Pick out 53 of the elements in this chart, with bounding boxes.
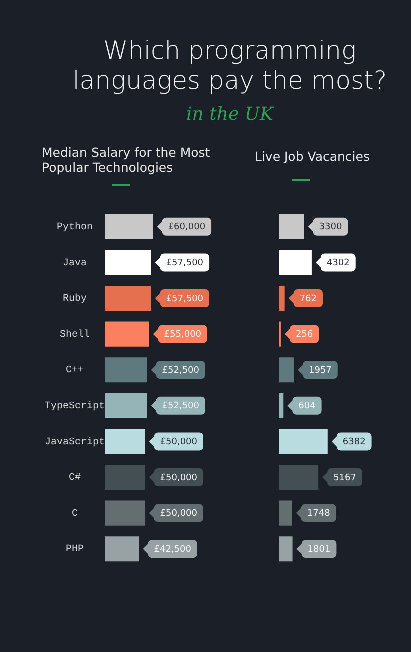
bar <box>279 250 312 276</box>
y-tick-label: Ruby <box>62 293 88 306</box>
y-tick-label: Python <box>56 222 94 234</box>
data-label: £52,500 <box>162 402 200 412</box>
data-label: 762 <box>300 294 318 304</box>
bar <box>279 464 319 490</box>
bar <box>105 500 146 526</box>
data-label: 3300 <box>319 222 342 233</box>
data-label: £60,000 <box>168 222 206 233</box>
data-label: 6382 <box>342 438 366 448</box>
data-label: £42,500 <box>154 544 192 555</box>
data-label: £55,000 <box>164 330 202 340</box>
data-label: 5167 <box>334 473 356 484</box>
bar <box>279 358 294 383</box>
bar <box>279 393 284 418</box>
bar <box>279 536 293 562</box>
y-tick-label: C# <box>68 473 82 484</box>
bar <box>105 250 152 276</box>
bar <box>105 322 150 347</box>
bar <box>105 286 152 312</box>
y-tick-label: TypeScript <box>44 400 106 413</box>
data-label: 604 <box>298 402 316 412</box>
y-tick-label: Shell <box>60 328 90 341</box>
data-label: £57,500 <box>166 294 204 304</box>
data-label: 1801 <box>308 544 331 555</box>
data-label: £57,500 <box>166 258 204 269</box>
data-label: £50,000 <box>160 438 198 448</box>
bar <box>279 500 292 526</box>
y-tick-label: JavaScript <box>44 436 106 448</box>
bar <box>105 393 148 418</box>
bar <box>279 286 285 312</box>
chart-title: Live Job Vacancies <box>255 149 371 164</box>
bar <box>279 214 304 240</box>
data-label: 256 <box>296 330 314 340</box>
data-label: 1748 <box>307 509 331 520</box>
y-tick-label: C++ <box>66 366 84 377</box>
bar <box>105 536 140 562</box>
data-label: £50,000 <box>160 473 198 484</box>
bar <box>105 464 146 490</box>
text: in the UK <box>186 104 276 125</box>
text: Which programming languages pay the most? <box>72 36 388 96</box>
bar <box>105 358 148 383</box>
data-label: £50,000 <box>160 509 198 520</box>
y-tick-label: PHP <box>66 544 84 556</box>
y-tick-label: C <box>72 508 78 520</box>
y-tick-label: Java <box>62 258 88 270</box>
data-label: 4302 <box>326 258 350 269</box>
data-label: 1957 <box>308 366 332 376</box>
bar <box>279 429 328 454</box>
chart-title: Median Salary for the Most Popular Technologies <box>42 145 212 175</box>
bar <box>105 429 146 454</box>
bar <box>105 214 154 240</box>
data-label: £52,500 <box>162 366 200 376</box>
